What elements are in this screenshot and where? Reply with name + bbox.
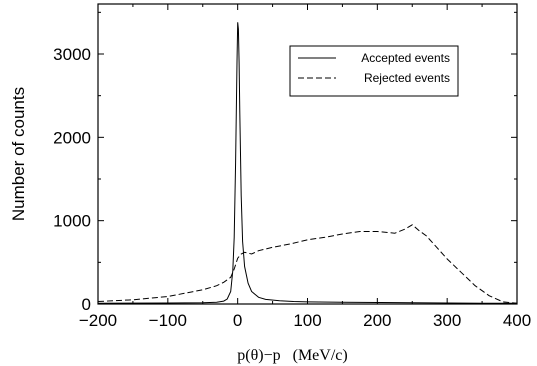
y-tick-label: 0: [82, 295, 91, 314]
legend-label: Rejected events: [364, 71, 450, 85]
x-tick-label: −100: [149, 311, 187, 330]
y-axis-title: Number of counts: [9, 87, 28, 221]
legend: Accepted events Rejected events: [289, 45, 459, 97]
label-layer: −200 −100 0 100 200 300 400 0 1000 2000 3000 p(θ)−p…: [9, 45, 531, 364]
x-tick-label: −200: [79, 311, 117, 330]
x-tick-label: 200: [363, 311, 391, 330]
y-tick-label: 3000: [53, 45, 91, 64]
tick-layer: [97, 4, 518, 305]
x-tick-label: 100: [293, 311, 321, 330]
y-tick-label: 1000: [53, 212, 91, 231]
legend-label: Accepted events: [361, 51, 450, 65]
x-axis-title: p(θ)−p (MeV/c): [237, 347, 347, 364]
legend-box: [289, 45, 459, 97]
series-line-rejected: [98, 224, 517, 304]
x-tick-label: 400: [503, 311, 531, 330]
x-tick-label: 0: [233, 311, 242, 330]
y-tick-label: 2000: [53, 128, 91, 147]
x-tick-label: 300: [433, 311, 461, 330]
